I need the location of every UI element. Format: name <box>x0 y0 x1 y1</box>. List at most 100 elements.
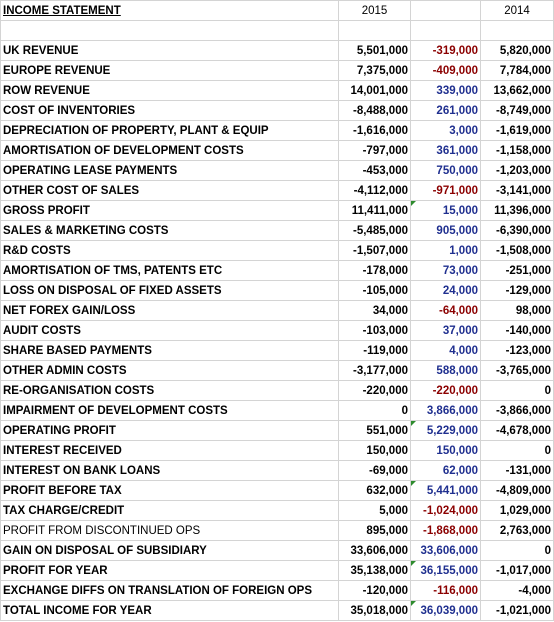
row-label[interactable]: TAX CHARGE/CREDIT <box>0 500 339 521</box>
row-label[interactable]: IMPAIRMENT OF DEVELOPMENT COSTS <box>0 400 339 421</box>
value-2014[interactable]: -1,021,000 <box>480 600 554 621</box>
row-label[interactable]: EXCHANGE DIFFS ON TRANSLATION OF FOREIGN… <box>0 580 339 601</box>
value-2015[interactable]: -69,000 <box>338 460 411 481</box>
row-label[interactable]: OTHER COST OF SALES <box>0 180 339 201</box>
variance-value[interactable]: -1,868,000 <box>410 520 481 541</box>
row-label[interactable]: AMORTISATION OF DEVELOPMENT COSTS <box>0 140 339 161</box>
row-label[interactable]: R&D COSTS <box>0 240 339 261</box>
row-label[interactable]: DEPRECIATION OF PROPERTY, PLANT & EQUIP <box>0 120 339 141</box>
value-2014[interactable]: 7,784,000 <box>480 60 554 81</box>
variance-value[interactable]: 62,000 <box>410 460 481 481</box>
row-label[interactable]: GAIN ON DISPOSAL OF SUBSIDIARY <box>0 540 339 561</box>
value-2014[interactable]: -123,000 <box>480 340 554 361</box>
empty-cell[interactable] <box>0 20 339 41</box>
variance-value[interactable]: -116,000 <box>410 580 481 601</box>
row-label[interactable]: SHARE BASED PAYMENTS <box>0 340 339 361</box>
value-2014[interactable]: 13,662,000 <box>480 80 554 101</box>
variance-value[interactable]: 36,039,000 <box>410 600 481 621</box>
value-2015[interactable]: 14,001,000 <box>338 80 411 101</box>
empty-cell[interactable] <box>410 20 481 41</box>
value-2015[interactable]: -1,616,000 <box>338 120 411 141</box>
value-2015[interactable]: -120,000 <box>338 580 411 601</box>
row-label[interactable]: GROSS PROFIT <box>0 200 339 221</box>
value-2014[interactable]: 11,396,000 <box>480 200 554 221</box>
variance-value[interactable]: 37,000 <box>410 320 481 341</box>
value-2014[interactable]: -1,203,000 <box>480 160 554 181</box>
variance-value[interactable]: 4,000 <box>410 340 481 361</box>
value-2015[interactable]: -5,485,000 <box>338 220 411 241</box>
value-2015[interactable]: -4,112,000 <box>338 180 411 201</box>
row-label[interactable]: COST OF INVENTORIES <box>0 100 339 121</box>
value-2014[interactable]: 0 <box>480 380 554 401</box>
value-2015[interactable]: 551,000 <box>338 420 411 441</box>
value-2015[interactable]: 11,411,000 <box>338 200 411 221</box>
value-2014[interactable]: -4,809,000 <box>480 480 554 501</box>
value-2014[interactable]: -6,390,000 <box>480 220 554 241</box>
header-2014[interactable]: 2014 <box>480 0 554 21</box>
value-2015[interactable]: -119,000 <box>338 340 411 361</box>
empty-cell[interactable] <box>338 20 411 41</box>
row-label[interactable]: AUDIT COSTS <box>0 320 339 341</box>
variance-value[interactable]: 150,000 <box>410 440 481 461</box>
variance-value[interactable]: 15,000 <box>410 200 481 221</box>
header-variance[interactable] <box>410 0 481 21</box>
value-2014[interactable]: -1,158,000 <box>480 140 554 161</box>
variance-value[interactable]: 36,155,000 <box>410 560 481 581</box>
row-label[interactable]: TOTAL INCOME FOR YEAR <box>0 600 339 621</box>
variance-value[interactable]: 5,441,000 <box>410 480 481 501</box>
value-2014[interactable]: -3,141,000 <box>480 180 554 201</box>
value-2015[interactable]: 5,501,000 <box>338 40 411 61</box>
variance-value[interactable]: 5,229,000 <box>410 420 481 441</box>
variance-value[interactable]: 24,000 <box>410 280 481 301</box>
value-2014[interactable]: -3,765,000 <box>480 360 554 381</box>
variance-value[interactable]: -409,000 <box>410 60 481 81</box>
value-2014[interactable]: 2,763,000 <box>480 520 554 541</box>
value-2015[interactable]: 895,000 <box>338 520 411 541</box>
value-2015[interactable]: -1,507,000 <box>338 240 411 261</box>
row-label[interactable]: PROFIT FOR YEAR <box>0 560 339 581</box>
row-label[interactable]: OTHER ADMIN COSTS <box>0 360 339 381</box>
empty-cell[interactable] <box>480 20 554 41</box>
value-2015[interactable]: 7,375,000 <box>338 60 411 81</box>
value-2014[interactable]: 0 <box>480 440 554 461</box>
variance-value[interactable]: 3,866,000 <box>410 400 481 421</box>
variance-value[interactable]: 905,000 <box>410 220 481 241</box>
row-label[interactable]: RE-ORGANISATION COSTS <box>0 380 339 401</box>
value-2014[interactable]: 1,029,000 <box>480 500 554 521</box>
row-label[interactable]: EUROPE REVENUE <box>0 60 339 81</box>
variance-value[interactable]: -319,000 <box>410 40 481 61</box>
value-2015[interactable]: -103,000 <box>338 320 411 341</box>
value-2014[interactable]: -3,866,000 <box>480 400 554 421</box>
value-2014[interactable]: 0 <box>480 540 554 561</box>
value-2015[interactable]: -453,000 <box>338 160 411 181</box>
value-2014[interactable]: 98,000 <box>480 300 554 321</box>
variance-value[interactable]: 1,000 <box>410 240 481 261</box>
header-2015[interactable]: 2015 <box>338 0 411 21</box>
value-2015[interactable]: -8,488,000 <box>338 100 411 121</box>
variance-value[interactable]: 33,606,000 <box>410 540 481 561</box>
value-2015[interactable]: -220,000 <box>338 380 411 401</box>
value-2014[interactable]: -1,017,000 <box>480 560 554 581</box>
value-2014[interactable]: -4,000 <box>480 580 554 601</box>
value-2014[interactable]: -1,619,000 <box>480 120 554 141</box>
value-2014[interactable]: -1,508,000 <box>480 240 554 261</box>
row-label[interactable]: AMORTISATION OF TMS, PATENTS ETC <box>0 260 339 281</box>
variance-value[interactable]: -220,000 <box>410 380 481 401</box>
value-2014[interactable]: -4,678,000 <box>480 420 554 441</box>
row-label[interactable]: INTEREST ON BANK LOANS <box>0 460 339 481</box>
value-2015[interactable]: 33,606,000 <box>338 540 411 561</box>
row-label[interactable]: PROFIT BEFORE TAX <box>0 480 339 501</box>
variance-value[interactable]: 339,000 <box>410 80 481 101</box>
value-2015[interactable]: -105,000 <box>338 280 411 301</box>
statement-title[interactable]: INCOME STATEMENT <box>0 0 339 21</box>
value-2014[interactable]: 5,820,000 <box>480 40 554 61</box>
variance-value[interactable]: -64,000 <box>410 300 481 321</box>
value-2015[interactable]: 5,000 <box>338 500 411 521</box>
variance-value[interactable]: 361,000 <box>410 140 481 161</box>
value-2015[interactable]: 0 <box>338 400 411 421</box>
value-2014[interactable]: -131,000 <box>480 460 554 481</box>
value-2015[interactable]: 34,000 <box>338 300 411 321</box>
value-2015[interactable]: 150,000 <box>338 440 411 461</box>
variance-value[interactable]: -1,024,000 <box>410 500 481 521</box>
row-label[interactable]: LOSS ON DISPOSAL OF FIXED ASSETS <box>0 280 339 301</box>
